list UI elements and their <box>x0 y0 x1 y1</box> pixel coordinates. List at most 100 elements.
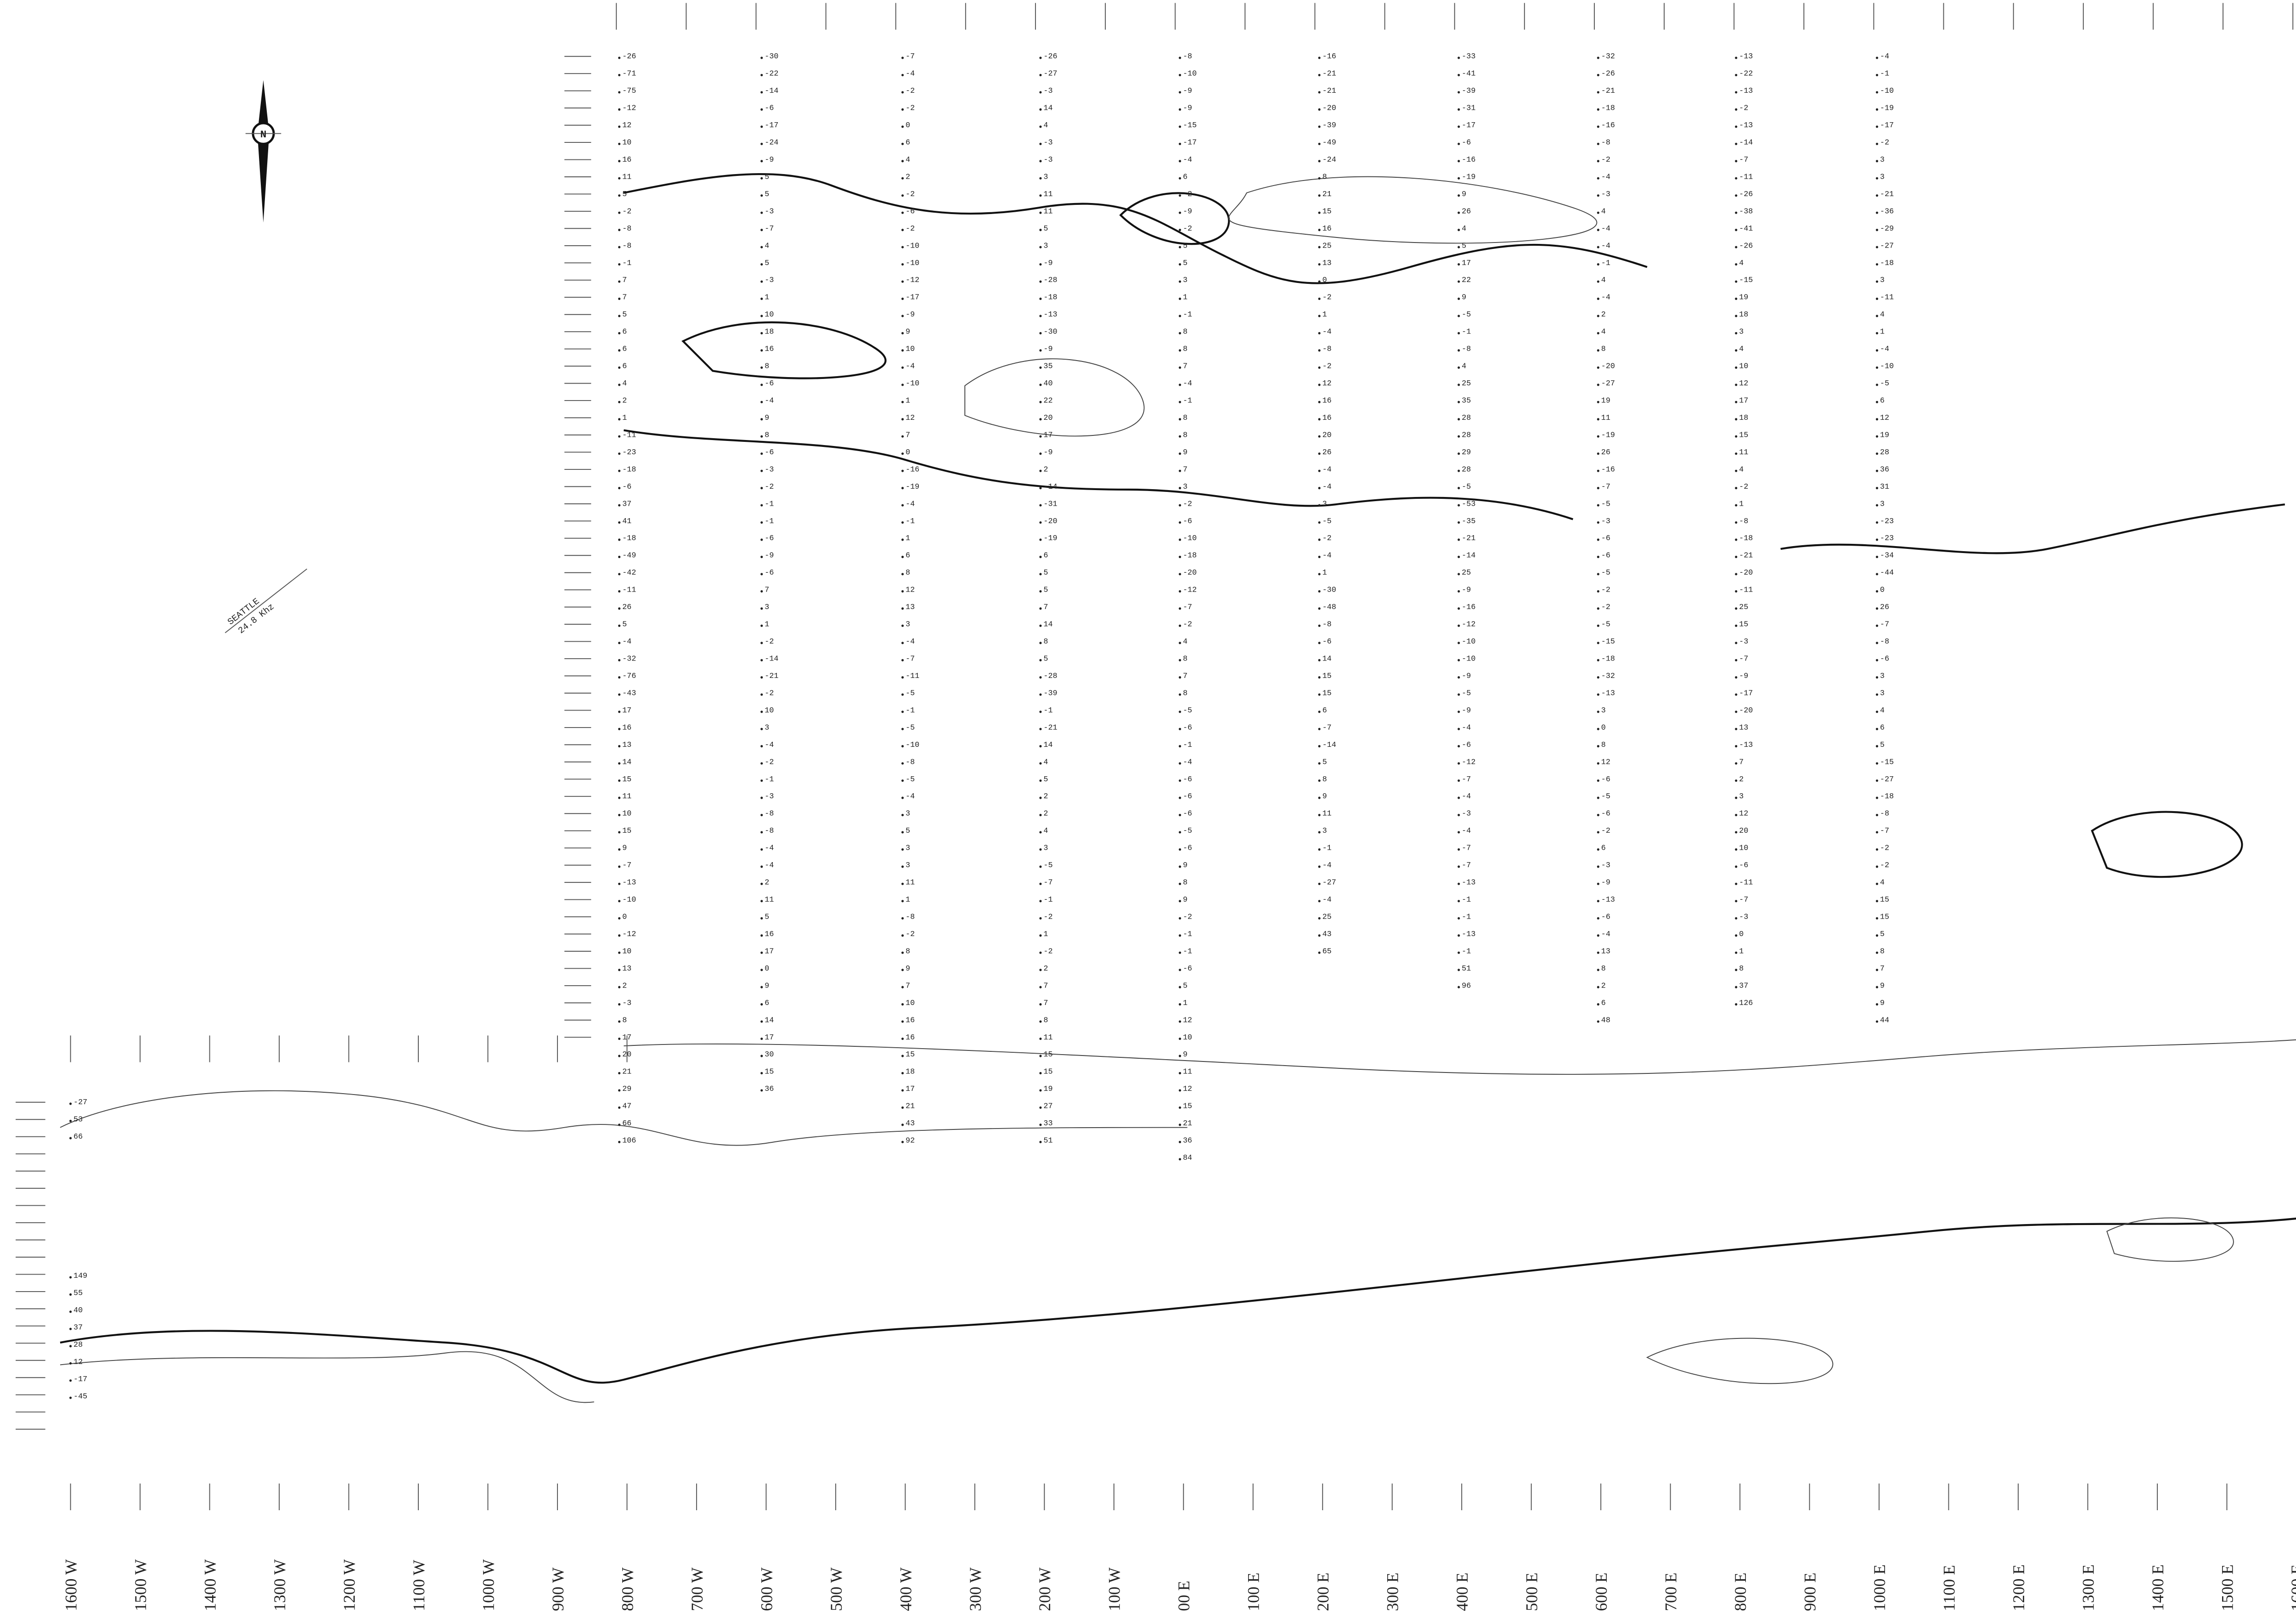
survey-map: N SEATTLE 24.8 Khz 1600 W1500 W1400 W130… <box>0 0 2296 1620</box>
profile-value: -1 <box>906 706 915 715</box>
profile-value: 4 <box>1043 758 1048 767</box>
profile-value: -10 <box>906 741 919 750</box>
station-dot <box>1039 74 1041 76</box>
profile-value: 25 <box>1739 603 1748 612</box>
profile-value: -27 <box>1043 70 1057 79</box>
profile-value: 13 <box>622 965 631 973</box>
station-dot <box>1597 573 1599 575</box>
station-dot <box>1039 1020 1041 1022</box>
profile-value: -2 <box>1601 586 1610 595</box>
profile-value: -17 <box>73 1375 87 1384</box>
profile-value: -4 <box>1462 792 1471 801</box>
station-dot <box>901 332 904 334</box>
profile-value: -32 <box>1601 52 1615 61</box>
station-dot <box>901 1020 904 1022</box>
profile-value: 12 <box>1880 414 1889 423</box>
station-dot <box>618 1141 620 1143</box>
station-dot <box>1039 108 1041 111</box>
profile-value: 11 <box>906 879 915 887</box>
profile-value: -42 <box>622 569 636 577</box>
profile-value: -18 <box>622 465 636 474</box>
station-dot <box>618 470 620 472</box>
station-dot <box>901 796 904 799</box>
profile-value: -20 <box>1739 569 1753 577</box>
profile-value: -32 <box>1601 672 1615 681</box>
station-dot <box>1318 831 1321 833</box>
station-dot <box>1735 367 1737 369</box>
station-dot <box>1735 711 1737 713</box>
station-dot <box>1597 452 1599 455</box>
station-dot <box>1735 900 1737 902</box>
profile-value: -1 <box>906 517 915 526</box>
station-dot <box>901 1038 904 1040</box>
station-dot <box>1876 538 1878 541</box>
station-dot <box>1179 659 1181 661</box>
profile-value: 11 <box>765 896 774 904</box>
profile-value: 6 <box>1043 552 1048 560</box>
station-dot <box>1039 952 1041 954</box>
station-dot <box>760 659 763 661</box>
profile-value: -3 <box>1043 139 1052 147</box>
profile-value: 5 <box>765 173 769 181</box>
station-dot <box>1876 659 1878 661</box>
station-dot <box>1735 74 1737 76</box>
station-dot <box>618 56 620 59</box>
profile-value: 4 <box>1739 465 1744 474</box>
station-dot <box>1039 934 1041 937</box>
station-dot <box>901 521 904 524</box>
profile-value: -6 <box>765 569 774 577</box>
station-dot <box>1039 212 1041 214</box>
profile-value: -6 <box>1601 913 1610 921</box>
profile-value: 8 <box>622 1016 627 1025</box>
station-dot <box>1318 452 1321 455</box>
profile-value: 5 <box>765 190 769 199</box>
profile-value: -17 <box>765 121 778 130</box>
profile-value: 10 <box>622 947 631 956</box>
station-dot <box>1597 659 1599 661</box>
station-dot <box>760 779 763 782</box>
station-dot <box>1597 246 1599 248</box>
station-dot <box>760 1003 763 1005</box>
station-dot <box>1597 229 1599 231</box>
station-dot <box>1876 470 1878 472</box>
profile-value: 2 <box>1043 465 1048 474</box>
station-dot <box>901 917 904 920</box>
profile-value: 3 <box>1880 173 1885 181</box>
station-dot <box>1458 229 1460 231</box>
station-dot <box>1318 883 1321 885</box>
station-dot <box>1318 521 1321 524</box>
station-dot <box>901 590 904 593</box>
station-dot <box>69 1293 72 1296</box>
contour <box>1120 193 1229 244</box>
profile-value: 3 <box>906 621 910 629</box>
profile-value: -6 <box>765 534 774 543</box>
profile-value: -16 <box>1462 603 1475 612</box>
contour <box>1229 177 1597 243</box>
profile-value: -15 <box>1880 758 1894 767</box>
station-dot <box>760 831 763 833</box>
station-dot <box>1179 1020 1181 1022</box>
profile-value: 3 <box>1183 276 1187 285</box>
profile-value: -9 <box>1043 259 1052 268</box>
station-dot <box>1597 194 1599 197</box>
station-dot <box>1458 728 1460 730</box>
profile-value: 6 <box>1880 396 1885 405</box>
station-dot <box>1458 573 1460 575</box>
profile-value: -3 <box>1601 190 1610 199</box>
station-dot <box>1318 625 1321 627</box>
profile-value: -23 <box>622 448 636 457</box>
station-dot <box>1597 865 1599 868</box>
profile-value: -6 <box>622 483 631 491</box>
profile-value: -5 <box>906 689 915 698</box>
contour <box>60 1352 594 1403</box>
axis-label: 1400 W <box>201 1559 219 1611</box>
station-dot <box>1735 865 1737 868</box>
station-dot <box>1039 676 1041 678</box>
profile-value: -3 <box>765 792 774 801</box>
station-dot <box>1318 418 1321 420</box>
station-dot <box>1458 91 1460 93</box>
station-dot <box>1735 315 1737 317</box>
station-dot <box>618 487 620 489</box>
station-dot <box>1735 401 1737 403</box>
station-dot <box>1179 934 1181 937</box>
